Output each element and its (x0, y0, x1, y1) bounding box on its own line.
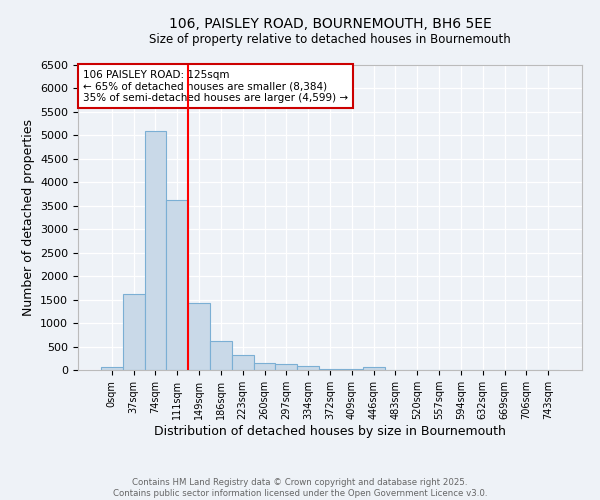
Bar (319, 368, 341, 370)
Bar (188, 304, 210, 370)
Text: Size of property relative to detached houses in Bournemouth: Size of property relative to detached ho… (149, 32, 511, 46)
Bar (232, 356, 254, 370)
Bar (254, 362, 275, 370)
Bar (166, 200, 188, 370)
Bar (275, 364, 297, 370)
Bar (145, 130, 166, 370)
Bar (123, 294, 145, 370)
Bar (297, 366, 319, 370)
X-axis label: Distribution of detached houses by size in Bournemouth: Distribution of detached houses by size … (154, 425, 506, 438)
Bar (363, 368, 385, 370)
Text: 106, PAISLEY ROAD, BOURNEMOUTH, BH6 5EE: 106, PAISLEY ROAD, BOURNEMOUTH, BH6 5EE (169, 18, 491, 32)
Text: 106 PAISLEY ROAD: 125sqm
← 65% of detached houses are smaller (8,384)
35% of sem: 106 PAISLEY ROAD: 125sqm ← 65% of detach… (83, 70, 348, 103)
Bar (101, 367, 123, 370)
Text: Contains HM Land Registry data © Crown copyright and database right 2025.
Contai: Contains HM Land Registry data © Crown c… (113, 478, 487, 498)
Y-axis label: Number of detached properties: Number of detached properties (22, 119, 35, 316)
Bar (210, 342, 232, 370)
